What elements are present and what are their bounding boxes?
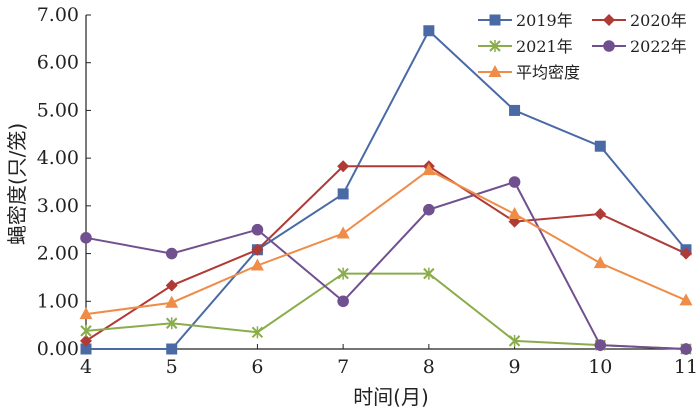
x-tick-label: 4	[80, 356, 92, 378]
data-point	[594, 140, 606, 152]
legend-item: 平均密度	[478, 63, 580, 82]
data-point	[508, 206, 522, 219]
x-tick-label: 7	[337, 356, 349, 378]
legend-item: 2021年	[478, 37, 573, 56]
legend-label: 平均密度	[516, 63, 580, 82]
legend-marker	[488, 65, 502, 77]
legend-label: 2019年	[516, 11, 573, 30]
series-line	[86, 29, 687, 350]
x-tick-label: 10	[588, 356, 612, 378]
y-tick-label: 2.00	[37, 243, 79, 265]
series-line	[85, 165, 687, 342]
legend-item: 2019年	[478, 11, 573, 30]
data-point	[166, 317, 178, 330]
data-point	[166, 343, 178, 355]
data-point	[422, 163, 436, 176]
data-point	[508, 176, 521, 188]
x-tick-label: 11	[674, 356, 698, 378]
data-point	[336, 226, 350, 239]
y-tick-label: 1.00	[37, 290, 79, 312]
data-point	[251, 243, 264, 256]
y-tick-label: 0.00	[37, 338, 79, 360]
legend-label: 2022年	[630, 37, 687, 56]
x-tick-label: 8	[423, 356, 435, 378]
y-tick-label: 6.00	[37, 52, 79, 74]
data-point	[337, 267, 349, 280]
data-point	[337, 295, 349, 308]
data-point	[79, 307, 93, 320]
series-5	[79, 163, 693, 320]
data-point	[250, 258, 264, 271]
data-point	[251, 326, 264, 339]
data-point	[423, 25, 435, 37]
data-point	[337, 160, 350, 173]
legend-label: 2020年	[630, 11, 687, 30]
data-point	[594, 207, 607, 220]
data-point	[508, 334, 521, 347]
y-tick-label: 5.00	[37, 99, 79, 121]
legend-item: 2022年	[592, 37, 687, 56]
axes: 0.00 1.00 2.00 3.00 4.00 5.00 6.00 7.00 4 5 6 7 8 9 10…	[37, 4, 698, 378]
y-axis-title: 蝇密度(只/笼)	[5, 123, 29, 245]
x-axis-title: 时间(月)	[353, 385, 429, 409]
data-point	[80, 324, 92, 337]
legend-marker	[489, 40, 501, 52]
data-point	[423, 203, 435, 216]
y-tick-label: 4.00	[37, 147, 79, 169]
series-line	[85, 180, 687, 350]
x-tick-label: 9	[509, 356, 521, 378]
x-tick-label: 6	[251, 356, 263, 378]
series-line	[85, 168, 687, 316]
data-point	[80, 232, 92, 244]
data-point	[80, 334, 92, 347]
legend-item: 2020年	[592, 11, 687, 30]
data-point	[680, 247, 692, 260]
data-point	[80, 343, 92, 355]
series-line	[85, 272, 687, 350]
data-point	[594, 339, 607, 351]
data-point	[593, 256, 607, 269]
y-tick-label: 7.00	[37, 4, 79, 26]
data-point	[680, 343, 692, 355]
data-point	[251, 223, 264, 236]
y-tick-label: 3.00	[37, 195, 79, 217]
legend-marker	[489, 14, 501, 26]
data-point	[337, 188, 349, 200]
data-point	[509, 104, 521, 116]
data-point	[165, 247, 178, 260]
x-tick-label: 5	[166, 356, 178, 378]
data-point	[423, 267, 435, 280]
data-point	[679, 293, 693, 306]
series-4	[80, 176, 692, 355]
legend-marker	[603, 14, 615, 26]
legend-label: 2021年	[516, 37, 573, 56]
legend-marker	[603, 40, 615, 52]
data-point	[165, 295, 179, 308]
series-layer	[79, 25, 693, 355]
data-point	[165, 279, 178, 292]
